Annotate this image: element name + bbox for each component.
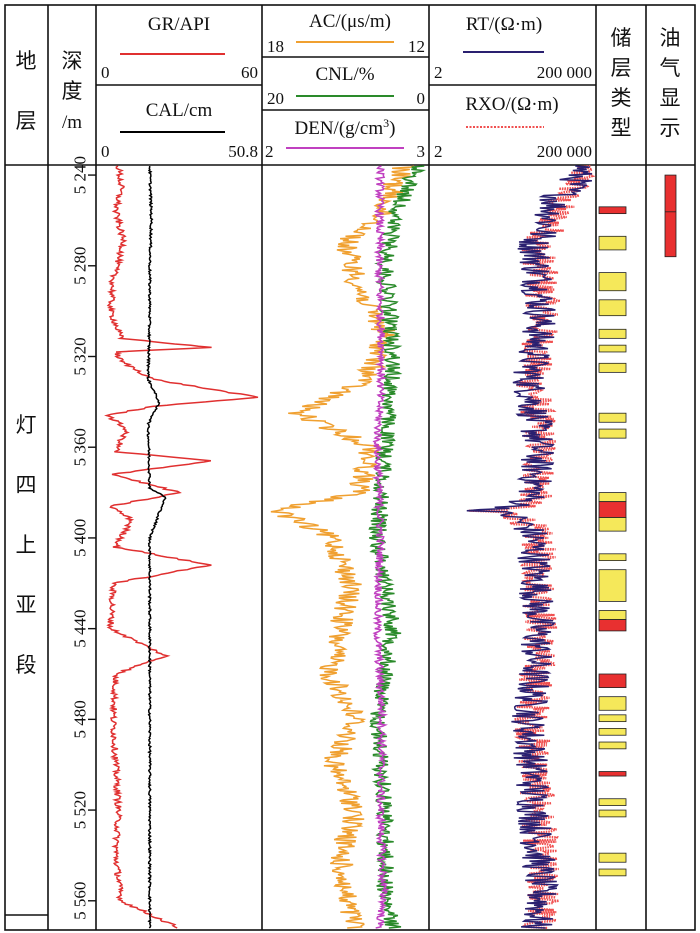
cnl-scale-max: 0 (417, 89, 426, 108)
depth-tick-label: 5 280 (71, 247, 90, 285)
oil-title-4: 示 (660, 116, 681, 140)
rt-label: RT/(Ω·m) (466, 14, 542, 35)
depth-tick-label: 5 360 (71, 428, 90, 466)
oil-title-1: 油 (660, 26, 681, 50)
reservoir-title-1: 储 (611, 26, 632, 50)
gr-curve (104, 165, 259, 929)
formation-char-2: 四 (16, 473, 37, 497)
reservoir-block (598, 868, 627, 877)
gr-scale-min: 0 (101, 63, 110, 82)
depth-tick-label: 5 480 (71, 700, 90, 738)
depth-title-unit: /m (62, 112, 82, 133)
depth-tick-label: 5 320 (71, 337, 90, 375)
cnl-scale-min: 20 (267, 89, 284, 108)
rt-scale-min: 2 (434, 63, 443, 82)
den-label-end: ) (389, 118, 395, 139)
ac-curve (270, 165, 415, 929)
rxo-label: RXO/(Ω·m) (465, 94, 558, 115)
reservoir-block (598, 673, 627, 689)
den-label: DEN/(g/cm3) (295, 116, 396, 139)
reservoir-block (598, 619, 627, 632)
gr-label: GR/API (148, 14, 210, 35)
depth-tick-label: 5 440 (71, 610, 90, 648)
reservoir-block (598, 344, 627, 353)
reservoir-block (598, 852, 627, 863)
grid-frame (4, 4, 696, 931)
formation-title-2: 层 (16, 109, 37, 133)
rxo-scale-min: 2 (434, 142, 443, 161)
den-label-main: DEN/(g/cm (295, 118, 384, 139)
reservoir-block (598, 696, 627, 711)
cnl-label: CNL/% (315, 64, 374, 85)
reservoir-block (598, 771, 627, 777)
reservoir-block (598, 798, 627, 806)
reservoir-type-column (598, 206, 627, 877)
rt-scale-max: 200 000 (537, 63, 592, 82)
cal-label: CAL/cm (146, 100, 213, 121)
reservoir-block (598, 728, 627, 736)
cal-scale-max: 50.8 (228, 142, 258, 161)
depth-tick-label: 5 240 (71, 156, 90, 194)
reservoir-block (598, 553, 627, 562)
oil-title-3: 显 (660, 86, 681, 110)
formation-title-1: 地 (16, 49, 37, 73)
cal-curve (146, 165, 167, 929)
reservoir-block (598, 412, 627, 423)
den-scale-max: 3 (417, 142, 426, 161)
reservoir-block (598, 741, 627, 750)
ac-scale-min: 18 (267, 37, 284, 56)
reservoir-block (598, 328, 627, 339)
rt-curve (466, 165, 593, 929)
reservoir-block (598, 569, 627, 602)
reservoir-block (598, 492, 627, 503)
formation-char-5: 段 (16, 653, 37, 677)
reservoir-block (598, 428, 627, 439)
reservoir-block (598, 235, 627, 251)
den-curve (371, 165, 390, 929)
ac-label: AC/(μs/m) (309, 11, 391, 32)
depth-tick-label: 5 520 (71, 791, 90, 829)
reservoir-block (598, 206, 627, 215)
gr-scale-max: 60 (241, 63, 258, 82)
depth-tick-label: 5 560 (71, 882, 90, 920)
reservoir-block (598, 714, 627, 723)
log-curves (104, 164, 596, 930)
reservoir-block (598, 517, 627, 532)
depth-title-2: 度 (62, 79, 83, 103)
oil-show-column (664, 174, 677, 258)
ac-scale-max: 12 (408, 37, 425, 56)
reservoir-block (598, 610, 627, 620)
reservoir-title-4: 型 (611, 116, 632, 140)
formation-char-1: 灯 (16, 413, 37, 437)
reservoir-block (598, 272, 627, 292)
oil-title-2: 气 (660, 56, 681, 80)
cal-scale-min: 0 (101, 142, 110, 161)
reservoir-block (598, 299, 627, 317)
depth-tick-label: 5 400 (71, 519, 90, 557)
reservoir-block (598, 362, 627, 373)
depth-title-1: 深 (62, 49, 83, 73)
formation-char-4: 亚 (16, 593, 37, 617)
reservoir-block (598, 501, 627, 518)
oil-show-block (664, 174, 677, 258)
rxo-curve (468, 164, 596, 930)
reservoir-title-3: 类 (611, 86, 632, 110)
reservoir-block (598, 809, 627, 818)
depth-axis: 5 240 5 280 5 320 5 360 5 400 5 440 5 480 5 520… (71, 156, 96, 920)
formation-char-3: 上 (16, 533, 37, 557)
den-scale-min: 2 (265, 142, 274, 161)
rxo-scale-max: 200 000 (537, 142, 592, 161)
den-label-sup: 3 (383, 116, 389, 130)
reservoir-title-2: 层 (611, 56, 632, 80)
